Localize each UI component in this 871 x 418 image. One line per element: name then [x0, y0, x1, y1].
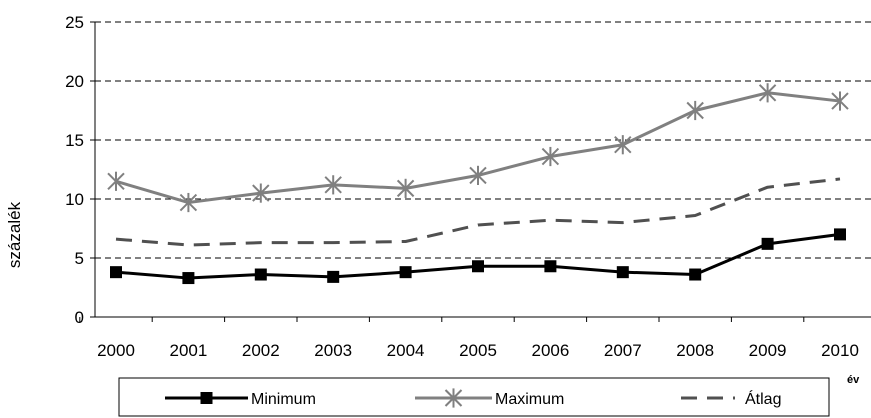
y-tick-label: 0 — [75, 308, 84, 327]
point-minimum — [834, 228, 846, 241]
point-maximum — [758, 83, 777, 103]
series-line-maximum — [115, 91, 841, 205]
point-maximum — [324, 175, 342, 195]
axes — [79, 21, 871, 322]
y-tick-label: 15 — [65, 131, 84, 150]
x-tick-label: 2003 — [314, 341, 352, 360]
point-minimum — [472, 260, 484, 273]
point-minimum — [689, 268, 702, 281]
x-tick-label: 2009 — [749, 341, 787, 360]
series-line-átlag — [115, 177, 841, 247]
x-tick-label: 2002 — [242, 341, 280, 360]
point-minimum — [327, 270, 340, 283]
series-lines — [107, 83, 849, 285]
y-tick-label: 20 — [65, 72, 84, 91]
x-axis-label: év — [847, 374, 860, 386]
point-minimum — [254, 268, 267, 281]
y-tick-labels: 0 5 10 15 20 25 — [65, 13, 84, 327]
x-tick-label: 2004 — [387, 341, 425, 360]
legend-marker — [200, 392, 213, 404]
point-maximum — [614, 135, 632, 155]
legend-item-maximum: Maximum — [415, 388, 564, 408]
point-maximum — [686, 100, 704, 121]
point-maximum — [469, 165, 487, 185]
legend-label: Maximum — [495, 391, 564, 408]
point-maximum — [831, 91, 849, 111]
x-tick-label: 2001 — [169, 341, 207, 360]
point-maximum — [179, 192, 198, 213]
point-maximum — [396, 178, 415, 198]
point-minimum — [544, 260, 557, 273]
legend: Minimum Maximum Átlag — [118, 377, 830, 417]
legend-marker — [444, 388, 463, 408]
point-maximum — [252, 183, 270, 203]
x-tick-label: 2005 — [459, 341, 497, 360]
point-minimum — [616, 266, 629, 279]
legend-item-minimum: Minimum — [165, 391, 316, 408]
legend-label: Átlag — [745, 389, 781, 408]
point-maximum — [541, 146, 560, 167]
x-tick-label: 2010 — [821, 341, 859, 360]
point-maximum — [107, 171, 125, 191]
y-tick-label: 25 — [65, 13, 84, 32]
point-minimum — [399, 266, 412, 279]
legend-item-átlag: Átlag — [681, 389, 781, 408]
x-tick-label: 2008 — [676, 341, 714, 360]
y-tick-label: 10 — [65, 190, 84, 209]
y-tick-label: 5 — [75, 249, 84, 268]
y-axis-label: százalék — [5, 201, 24, 268]
x-tick-label: 2000 — [97, 341, 135, 360]
point-minimum — [182, 272, 195, 285]
point-minimum — [761, 237, 774, 250]
x-tick-labels: 2000 2001 2002 2003 2004 2005 2006 2007 2008 2009… — [97, 341, 859, 360]
x-tick-label: 2007 — [604, 341, 642, 360]
point-minimum — [110, 266, 122, 279]
legend-label: Minimum — [251, 391, 316, 408]
gridlines — [95, 21, 871, 259]
x-tick-label: 2006 — [531, 341, 569, 360]
